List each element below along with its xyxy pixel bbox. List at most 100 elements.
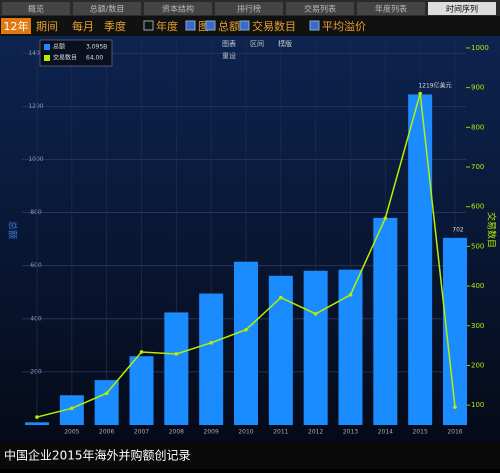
toolbar-item[interactable]: 年度 xyxy=(156,19,178,33)
control[interactable]: 图表 xyxy=(222,39,236,48)
control[interactable]: 区间 xyxy=(250,40,264,48)
legend-swatch xyxy=(44,44,50,50)
caption-bar xyxy=(0,443,500,469)
tab[interactable] xyxy=(73,2,141,15)
legend-label: 总额 xyxy=(53,43,65,51)
control[interactable]: 模版 xyxy=(278,39,292,48)
toolbar-item[interactable]: 季度 xyxy=(104,19,126,33)
y2-tick-label: 900 xyxy=(471,84,484,92)
y2-tick-label: 300 xyxy=(471,322,484,330)
toolbar-item[interactable]: 交易数目 xyxy=(252,19,296,33)
legend-label: 交易数目 xyxy=(53,54,77,62)
tab-label[interactable]: 资本结构 xyxy=(162,4,194,14)
y-tick-label: 200 xyxy=(30,368,42,375)
toolbar-item[interactable]: 平均溢价 xyxy=(322,19,366,33)
legend-box xyxy=(39,39,113,67)
period-label[interactable]: 12年 xyxy=(4,19,29,33)
x-tick-label: 2007 xyxy=(134,429,149,436)
bar xyxy=(129,356,154,425)
line-point xyxy=(279,295,283,300)
toolbar-check[interactable] xyxy=(239,20,250,31)
y-tick-label: 1200 xyxy=(28,103,43,110)
bar xyxy=(199,293,224,425)
y2-tick-label: 400 xyxy=(471,282,484,290)
tab[interactable] xyxy=(428,2,496,15)
line-point xyxy=(70,406,74,411)
y2-tick-label: 100 xyxy=(471,401,484,409)
y-tick-label: 1000 xyxy=(28,156,43,163)
toolbar xyxy=(0,16,500,36)
x-tick-label: 2016 xyxy=(447,429,462,436)
tab[interactable] xyxy=(2,2,70,15)
legend-value: 64.00 xyxy=(86,55,103,62)
toolbar-check[interactable] xyxy=(143,20,154,31)
bar xyxy=(338,269,363,425)
bar xyxy=(164,312,189,425)
tab-label[interactable]: 年度列表 xyxy=(375,4,407,14)
line-point xyxy=(348,293,353,297)
bar xyxy=(303,270,328,425)
x-tick-label: 2011 xyxy=(273,429,288,436)
bar xyxy=(234,261,258,425)
x-tick-label: 2012 xyxy=(308,429,323,436)
toolbar-check[interactable] xyxy=(309,20,320,31)
line-point xyxy=(35,415,39,419)
y2-tick-label: 600 xyxy=(471,203,484,211)
toolbar-check[interactable] xyxy=(205,20,216,31)
annotation: 702 xyxy=(452,227,464,234)
x-tick-label: 2010 xyxy=(238,429,253,436)
y2-tick-label: 700 xyxy=(471,163,484,171)
toolbar-item[interactable]: 图 xyxy=(198,20,209,33)
bar xyxy=(25,422,49,425)
tab-label[interactable]: 排行榜 xyxy=(237,4,261,14)
bar xyxy=(94,380,119,425)
x-tick-label: 2005 xyxy=(64,429,79,436)
line-point xyxy=(313,312,318,316)
x-tick-label: 2015 xyxy=(413,429,428,436)
bar xyxy=(59,395,84,425)
x-tick-label: 2014 xyxy=(378,429,393,436)
y2-tick-label: 800 xyxy=(471,123,484,131)
line-point xyxy=(244,327,248,332)
y-tick-label: 800 xyxy=(30,209,42,216)
period-box[interactable] xyxy=(1,18,31,34)
tab-label[interactable]: 总额/数目 xyxy=(90,4,125,14)
legend-swatch xyxy=(44,55,50,61)
y2-axis-title: 交易数目 xyxy=(486,212,498,248)
control[interactable]: 重设 xyxy=(222,51,236,60)
tab[interactable] xyxy=(144,2,212,15)
tab-label[interactable]: 时间序列 xyxy=(446,4,478,14)
bar xyxy=(408,94,433,426)
line-point xyxy=(139,350,144,354)
x-tick-label: 2008 xyxy=(169,429,184,436)
y-tick-label: 400 xyxy=(30,315,42,322)
caption: 中国企业2015年海外并购额创记录 xyxy=(4,448,191,463)
y2-tick-label: 500 xyxy=(471,242,484,250)
toolbar-item[interactable]: 每月 xyxy=(72,19,94,33)
bar xyxy=(373,217,398,425)
toolbar-item[interactable]: 期间 xyxy=(36,20,58,33)
x-tick-label: 2006 xyxy=(99,429,114,436)
tab-label[interactable]: 概览 xyxy=(28,4,44,14)
tab[interactable] xyxy=(357,2,425,15)
y-tick-label: 600 xyxy=(30,262,42,269)
annotation: 1219亿美元 xyxy=(418,82,451,90)
line-point xyxy=(209,341,213,345)
line-point xyxy=(453,405,457,409)
x-tick-label: 2013 xyxy=(343,429,358,436)
tab[interactable] xyxy=(286,2,354,15)
line-point xyxy=(104,391,109,396)
line-point xyxy=(174,352,179,356)
y-axis-title: 总额 xyxy=(7,221,19,239)
y2-tick-label: 1000 xyxy=(471,44,489,52)
tab-label[interactable]: 交易列表 xyxy=(304,4,336,14)
tab[interactable] xyxy=(215,2,283,15)
y-tick-label: 1400 xyxy=(28,50,43,57)
y2-tick-label: 200 xyxy=(471,361,484,369)
legend-value: 3,095B xyxy=(86,44,107,51)
line-point xyxy=(383,216,388,221)
toolbar-item[interactable]: 总额 xyxy=(218,19,240,33)
x-tick-label: 2009 xyxy=(204,429,219,436)
toolbar-check[interactable] xyxy=(185,20,196,31)
